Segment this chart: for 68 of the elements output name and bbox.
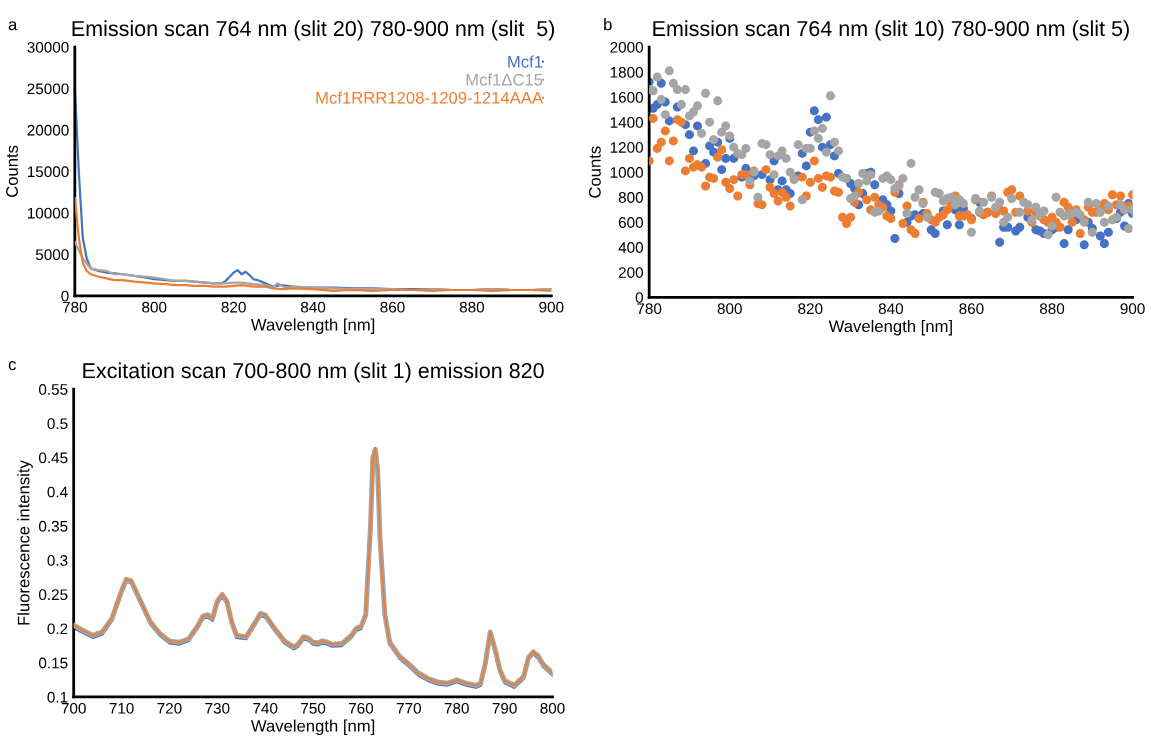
text: b (604, 18, 612, 31)
y-tick-label: 0.1 (47, 691, 68, 703)
y-tick-label: 10000 (27, 207, 69, 219)
y-tick-label: 5000 (35, 249, 69, 261)
x-tick-label: 860 (959, 303, 984, 315)
x-tick-label: 750 (301, 702, 326, 714)
x-tick-label: 760 (348, 702, 374, 714)
y-tick-label: 0 (61, 290, 69, 302)
x-tick-label: 730 (205, 702, 230, 714)
y-tick-label: 1600 (610, 91, 644, 103)
y-tick-label: 0.2 (47, 623, 68, 635)
y-axis-title: Counts (588, 146, 601, 198)
y-tick-label: 1000 (610, 167, 644, 178)
y-tick-label: 0.4 (47, 486, 68, 498)
y-tick-label: 1400 (610, 117, 644, 128)
text: a (8, 21, 18, 31)
x-tick-label: 880 (459, 301, 485, 313)
x-tick-label: 820 (221, 301, 246, 313)
x-tick-label: 860 (380, 301, 405, 313)
y-tick-label: 800 (618, 192, 644, 203)
x-tick-label: 780 (62, 301, 87, 313)
y-axis-title: Fluorescence intensity (17, 460, 33, 625)
x-axis-title: Wavelength [nm] (250, 318, 375, 334)
legend-label: Mcf1RRR1208-1209-1214AAA (316, 91, 543, 104)
legend-label: Mcf1ΔC15 (466, 73, 543, 86)
text: c (8, 361, 16, 371)
y-tick-label: 2000 (610, 41, 644, 53)
x-tick-label: 710 (109, 702, 134, 714)
y-tick-label: 1800 (610, 66, 644, 78)
y-tick-label: 0 (635, 292, 644, 303)
y-tick-label: 30000 (27, 41, 69, 53)
y-tick-label: 0.5 (47, 418, 68, 430)
x-axis-title: Wavelength [nm] (828, 319, 952, 336)
y-axis-title: Counts (6, 145, 18, 197)
y-tick-label: 0.15 (38, 657, 68, 669)
x-tick-label: 790 (492, 702, 517, 714)
y-tick-label: 600 (618, 217, 644, 228)
x-tick-label: 780 (637, 303, 662, 315)
x-tick-label: 900 (539, 301, 564, 313)
y-tick-label: 0.55 (38, 384, 68, 395)
legend-label: Mcf1 (508, 55, 543, 68)
x-tick-label: 780 (444, 702, 469, 714)
y-tick-label: 20000 (27, 124, 69, 136)
y-tick-label: 200 (618, 267, 644, 278)
x-tick-label: 840 (878, 303, 904, 315)
x-tick-label: 740 (253, 702, 278, 714)
y-tick-label: 0.3 (47, 555, 68, 566)
chart-title: Emission scan 764 nm (slit 10) 780-900 nm (slit 5) (653, 20, 1129, 41)
x-axis-title: Wavelength [nm] (250, 719, 375, 736)
y-tick-label: 1200 (610, 142, 644, 153)
chart-title: Emission scan 764 nm (slit 20) 780-900 nm (slit 5) (72, 20, 555, 41)
x-tick-label: 880 (1039, 303, 1065, 315)
y-tick-label: 400 (618, 242, 644, 253)
y-tick-label: 15000 (27, 166, 69, 178)
y-tick-label: 0.25 (38, 589, 68, 601)
x-tick-label: 720 (157, 702, 182, 714)
x-tick-label: 800 (540, 702, 565, 714)
x-tick-label: 770 (396, 702, 421, 714)
y-tick-label: 25000 (27, 83, 69, 95)
x-tick-label: 820 (798, 303, 823, 315)
y-tick-label: 0.45 (38, 452, 68, 464)
x-tick-label: 840 (300, 301, 326, 313)
x-tick-label: 800 (142, 301, 167, 313)
y-tick-label: 0.35 (38, 520, 68, 532)
x-tick-label: 900 (1120, 303, 1145, 315)
x-tick-label: 700 (61, 702, 86, 714)
chart-title: Excitation scan 700-800 nm (slit 1) emission 820 (83, 362, 544, 383)
x-tick-label: 800 (717, 303, 742, 315)
